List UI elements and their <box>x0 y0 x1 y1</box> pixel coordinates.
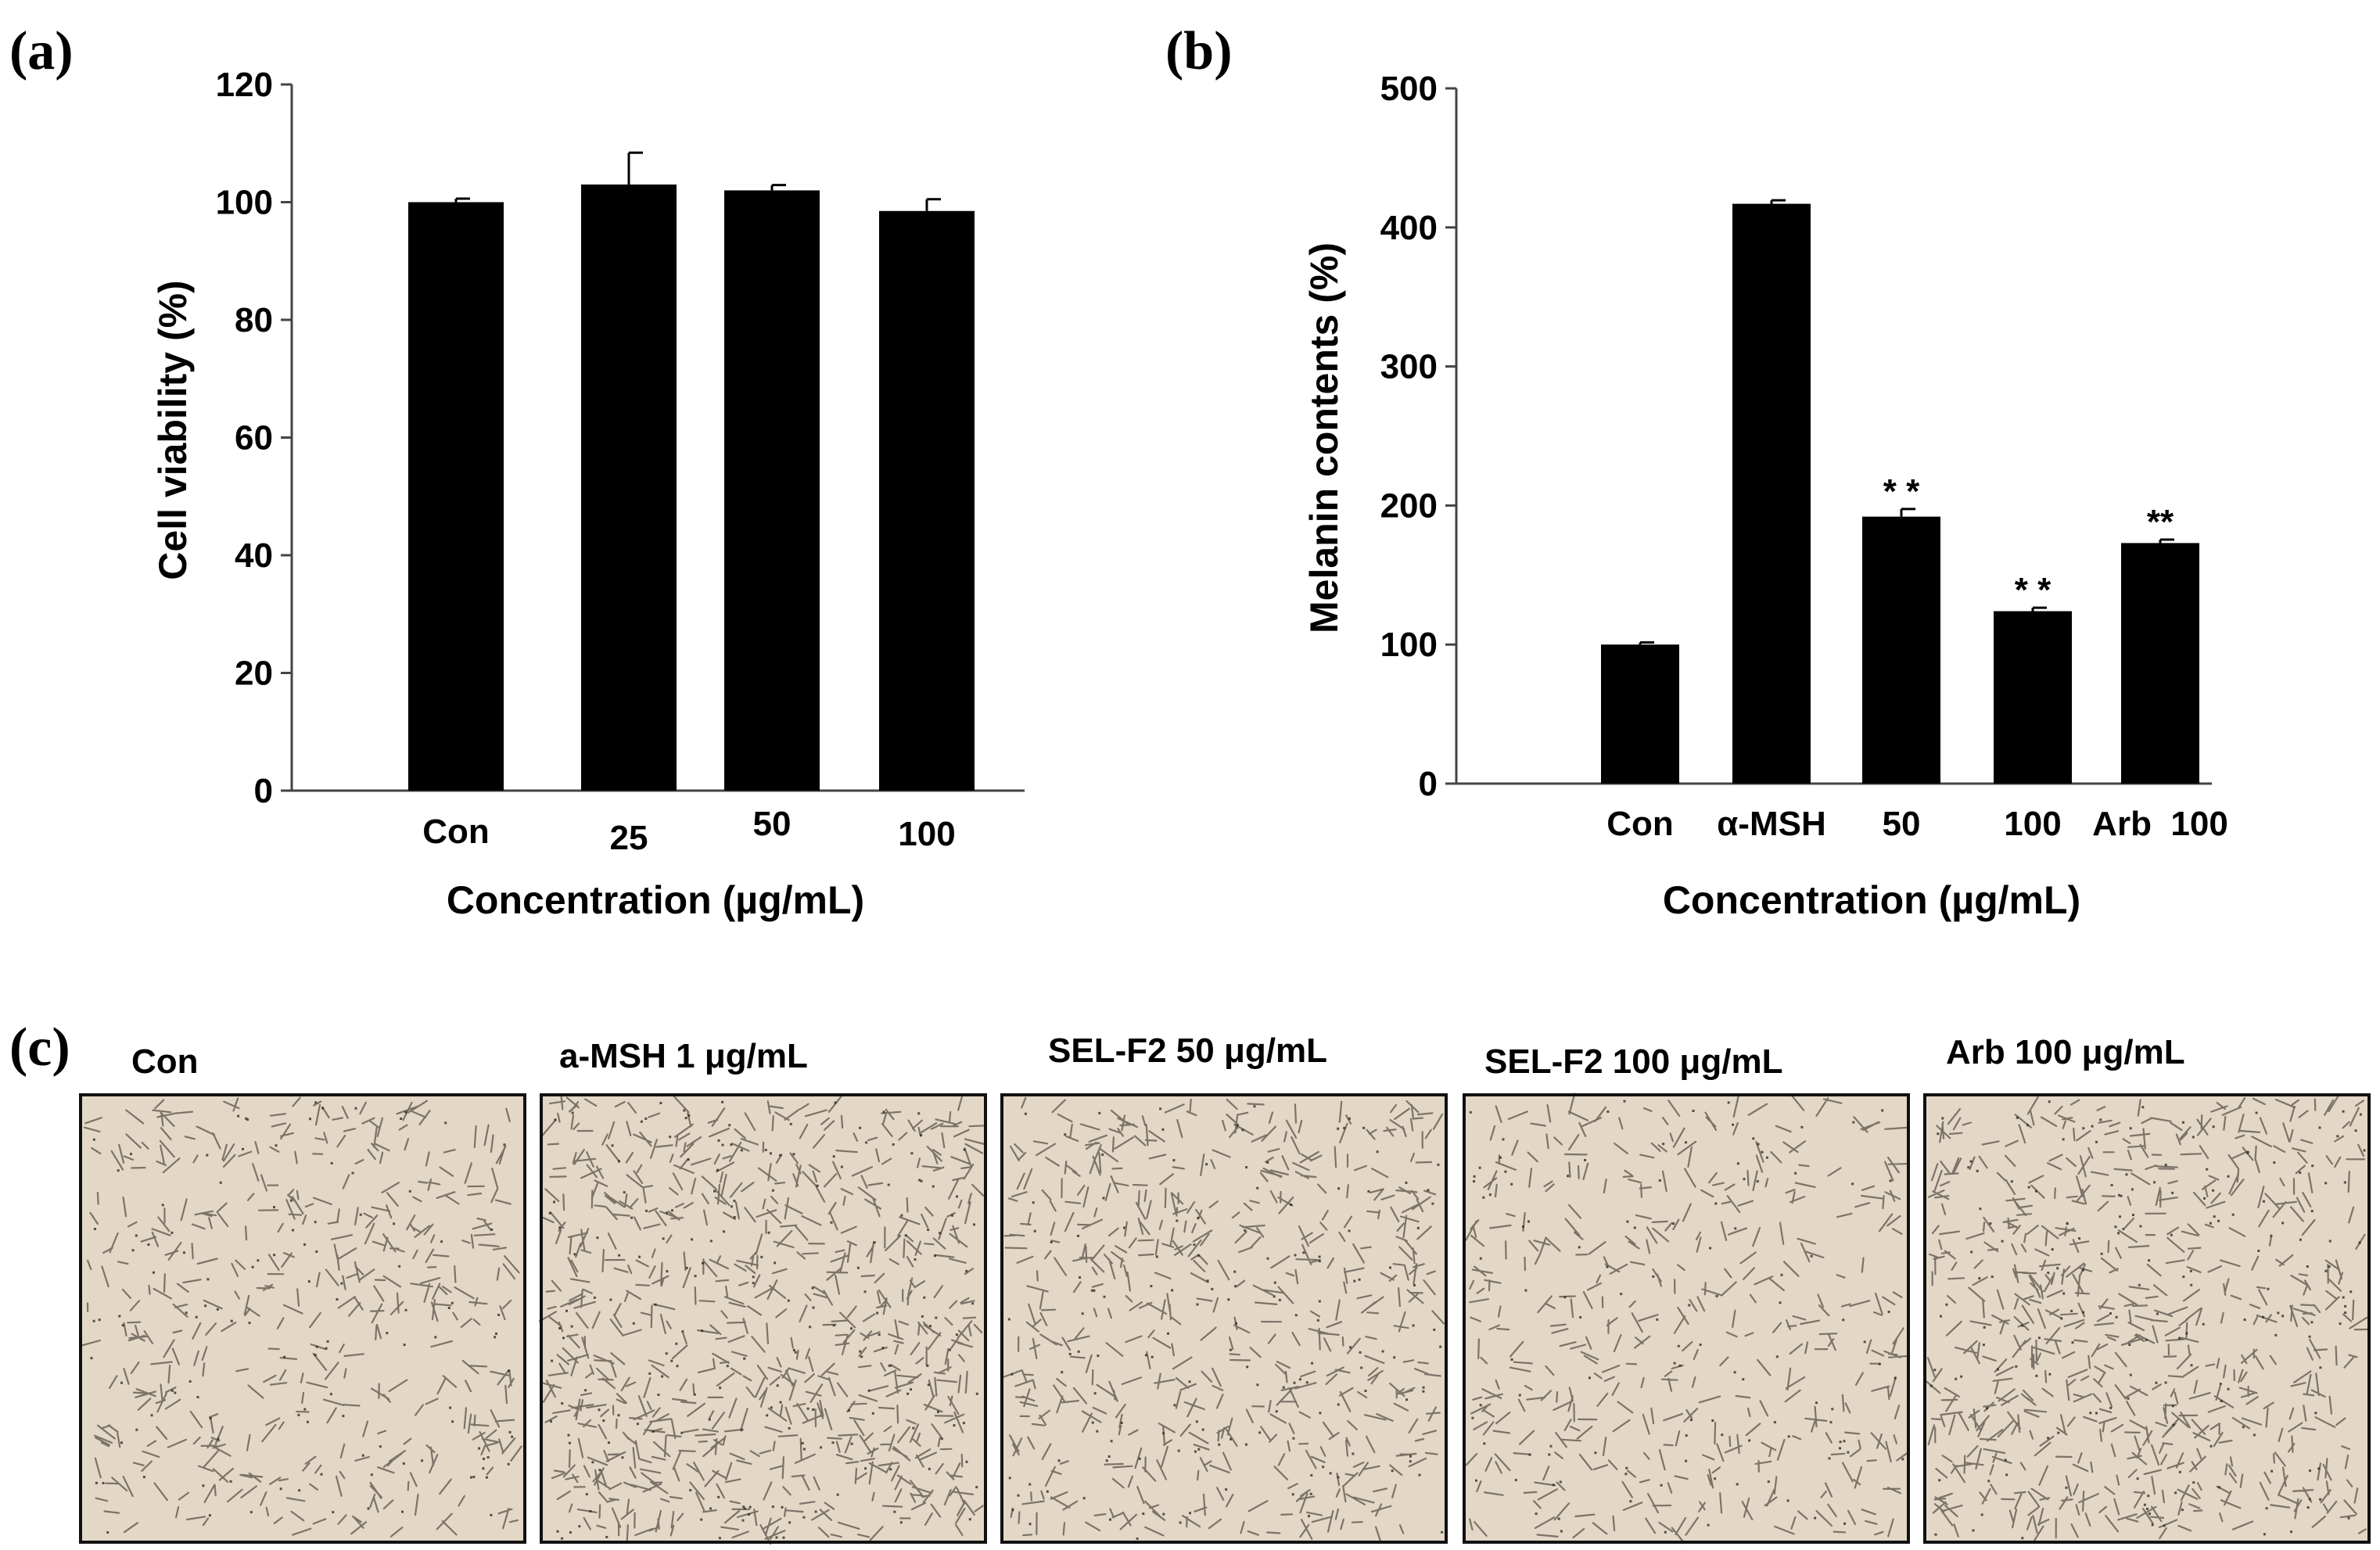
y-tick-label: 200 <box>1380 486 1438 525</box>
micrograph-image <box>538 1093 987 1545</box>
cell-texture <box>1002 1096 1445 1542</box>
bar <box>1732 203 1811 784</box>
y-tick-label: 20 <box>235 655 273 693</box>
significance-marker: ** <box>2147 503 2174 541</box>
chart-a-cell-viability: 0 20 40 60 80 100 120 Con 25 50 100 Concentration (… <box>151 66 1025 922</box>
micrograph-frame <box>540 1093 987 1544</box>
micrograph-background <box>1002 1095 1446 1542</box>
y-tick-label: 400 <box>1380 209 1438 247</box>
x-tick-label: Con <box>422 813 490 851</box>
panel-a-letter: (a) <box>9 21 74 81</box>
y-tick-label: 40 <box>235 536 273 575</box>
micrograph-image <box>1463 1093 1910 1545</box>
y-tick-label: 0 <box>254 772 273 810</box>
y-tick-label: 300 <box>1380 348 1438 386</box>
y-tick-label: 0 <box>1419 765 1438 803</box>
micrograph-frame <box>1000 1093 1448 1544</box>
micrograph-row: Con a-MSH 1 μg/mL SEL-F2 50 μg/mL SEL-F2 10… <box>79 1032 2371 1545</box>
x-tick-label: Con <box>1606 805 1674 843</box>
x-axis-title: Concentration (µg/mL) <box>447 878 864 922</box>
micrograph-label: SEL-F2 100 μg/mL <box>1484 1042 1782 1081</box>
micrograph-image <box>1923 1093 2371 1544</box>
bar <box>1601 644 1679 784</box>
x-tick-label: 25 <box>610 819 648 857</box>
bar <box>1862 516 1940 784</box>
micrograph-label: SEL-F2 50 μg/mL <box>1048 1032 1327 1070</box>
cell-texture <box>1924 1093 2370 1541</box>
y-tick-label: 100 <box>1380 626 1438 664</box>
y-axis-title: Cell viability (%) <box>151 280 195 579</box>
micrograph-label: Arb 100 μg/mL <box>1946 1033 2185 1071</box>
micrograph-label: Con <box>131 1042 199 1081</box>
micrograph-background <box>81 1095 525 1542</box>
micrograph-label: a-MSH 1 μg/mL <box>559 1037 808 1075</box>
cell-texture <box>80 1096 522 1537</box>
y-tick-label: 500 <box>1380 70 1438 108</box>
chart-b-melanin-contents: 0 100 200 300 400 500 Con α-MSH 50 * * 100 * * Arb 1… <box>1302 70 2228 922</box>
micrograph-frame <box>1463 1093 1910 1544</box>
significance-marker: * * <box>2015 571 2052 609</box>
micrograph-image <box>79 1093 526 1544</box>
bar <box>1994 611 2072 784</box>
y-tick-label: 100 <box>216 184 273 222</box>
micrograph-image <box>1000 1093 1448 1544</box>
x-tick-label: 50 <box>1883 805 1921 843</box>
bar <box>2121 543 2199 784</box>
micrograph-frame <box>79 1093 526 1544</box>
y-tick-label: 60 <box>235 419 273 457</box>
panel-c-letter: (c) <box>9 1017 70 1078</box>
bar <box>581 184 677 791</box>
x-tick-label: 100 <box>898 815 955 853</box>
bar <box>724 190 820 791</box>
bar <box>879 210 975 791</box>
y-tick-label: 80 <box>235 301 273 339</box>
panel-b-letter: (b) <box>1165 21 1233 81</box>
y-axis-title: Melanin contents (%) <box>1302 242 1346 633</box>
x-axis-title: Concentration (µg/mL) <box>1663 878 2080 922</box>
x-tick-label: α-MSH <box>1717 805 1825 843</box>
x-tick-label: 50 <box>753 805 792 843</box>
micrograph-background <box>1464 1095 1908 1542</box>
y-tick-label: 120 <box>216 66 273 104</box>
cell-texture <box>1465 1093 1909 1545</box>
cell-texture <box>538 1094 986 1545</box>
significance-marker: * * <box>1883 472 1920 511</box>
x-tick-label: Arb 100 <box>2092 805 2228 843</box>
x-tick-label: 100 <box>2004 805 2061 843</box>
micrograph-frame <box>1923 1093 2371 1544</box>
bar <box>408 202 504 791</box>
